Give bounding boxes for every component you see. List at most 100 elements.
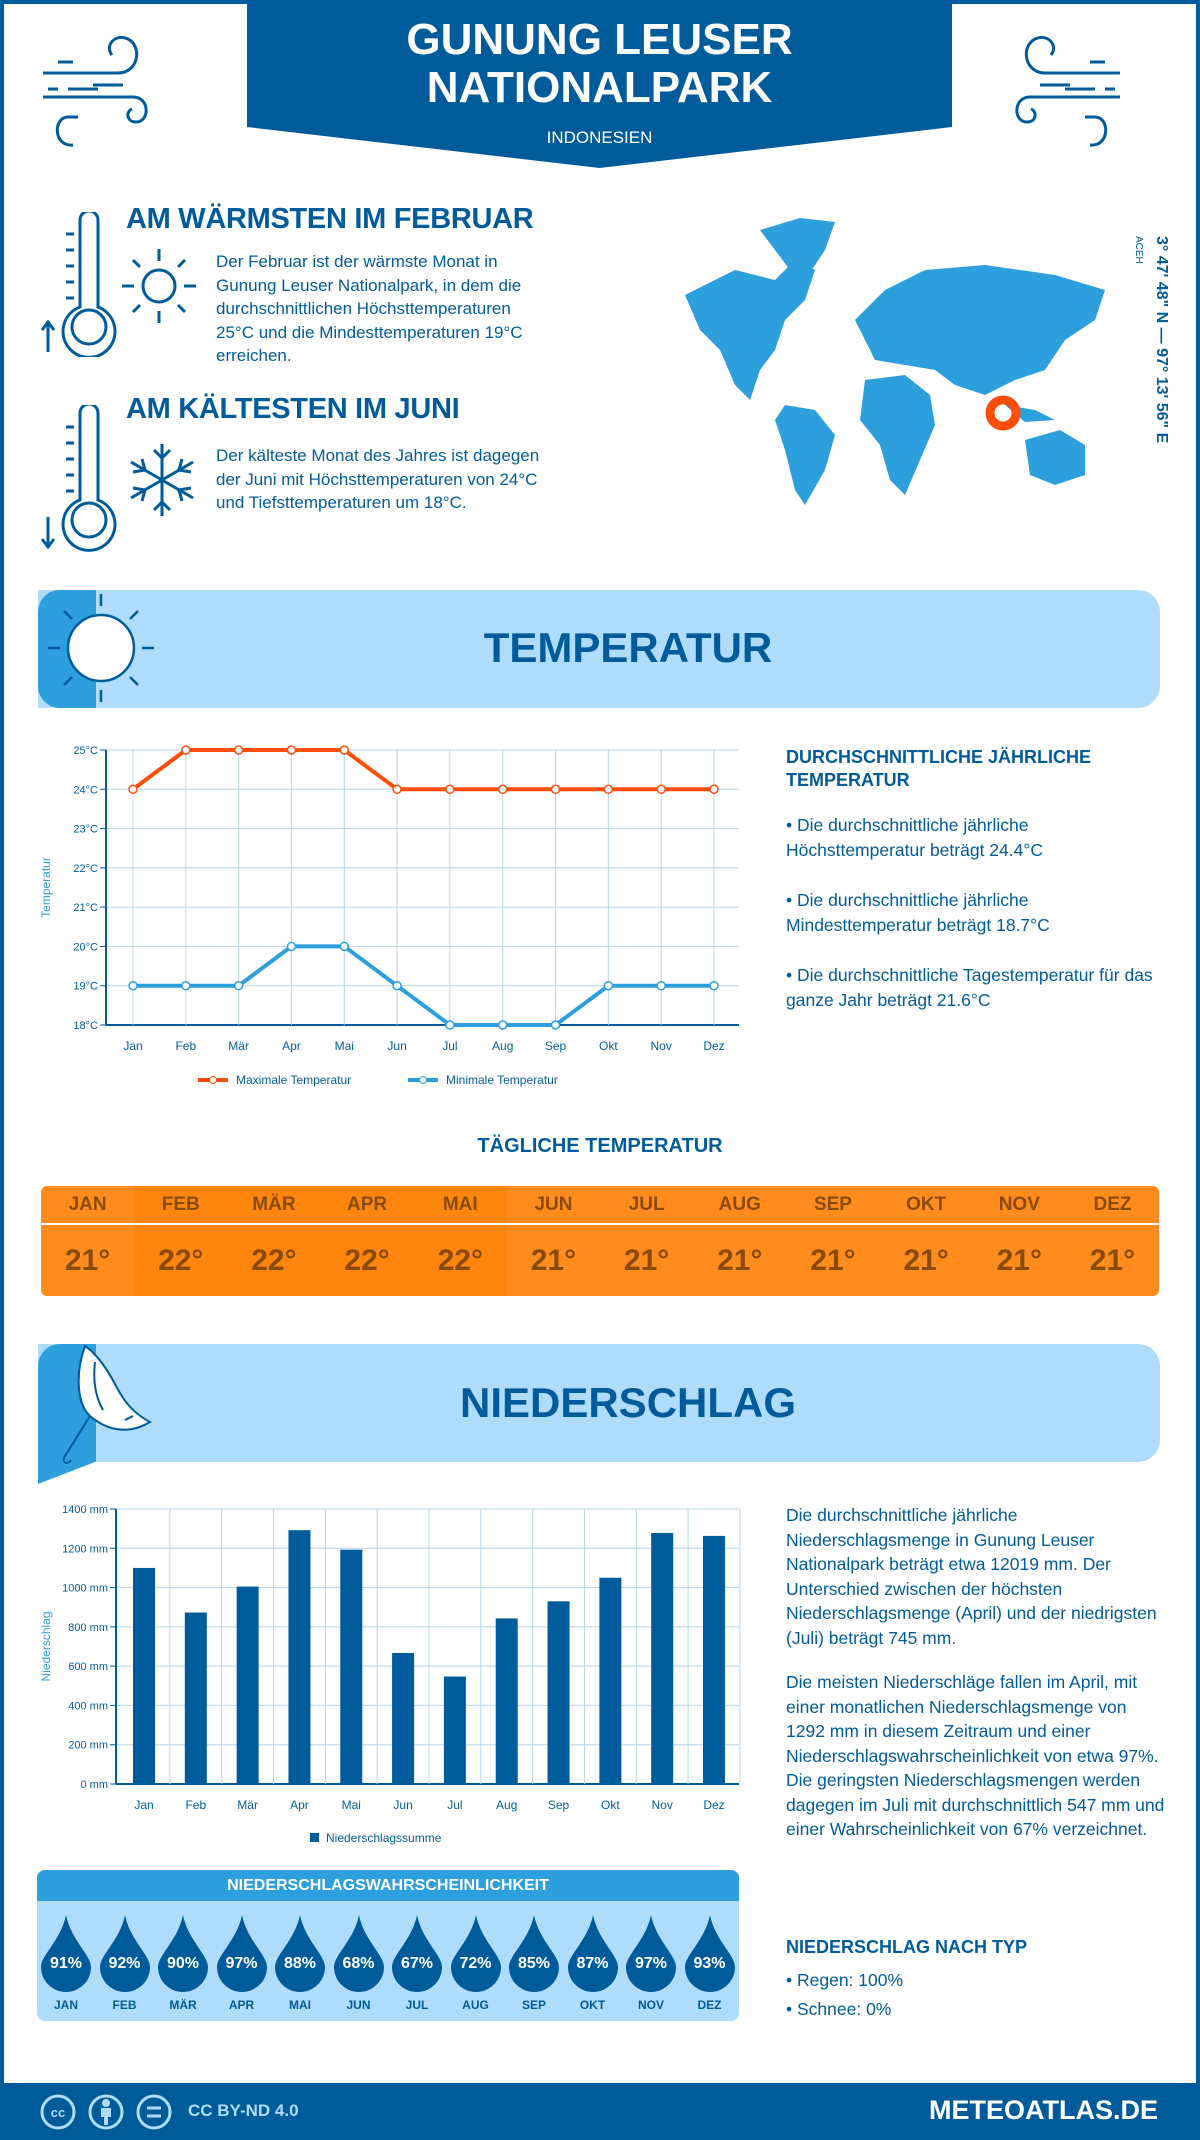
bar (236, 1586, 259, 1784)
wind-icon (43, 36, 148, 147)
daily-month-label: DEZ (1065, 1186, 1159, 1225)
raindrop-icon (41, 1915, 91, 1992)
daily-temp-value: 21° (623, 1243, 670, 1277)
page-title-line2: NATIONALPARK (426, 63, 773, 112)
temperature-bullet: • Die durchschnittliche jährliche Mindes… (786, 890, 1050, 935)
raindrop-icon (99, 1915, 150, 1992)
x-tick-label: Apr (290, 1798, 309, 1812)
x-tick-label: Okt (599, 1039, 618, 1053)
probability-month: MAI (289, 1998, 311, 2012)
coldest-text: Der kälteste Monat des Jahres ist dagege… (216, 444, 539, 515)
probability-drop: 91% JAN (39, 1915, 93, 2021)
temperature-title: TEMPERATUR (483, 624, 773, 671)
x-tick-label: Mai (335, 1039, 354, 1053)
daily-temp-column: APR 22° (320, 1186, 414, 1296)
text-line: durchschnittlichen Höchsttemperaturen (216, 299, 511, 319)
probability-value: 72% (459, 1955, 492, 1972)
x-tick-label: Apr (282, 1039, 301, 1053)
text-line: der Juni mit Höchsttemperaturen von 24°C (216, 469, 538, 489)
precip-type-rain: • Regen: 100% (786, 1970, 904, 1990)
temperature-bullet: • Die durchschnittliche Tagestemperatur … (786, 965, 1153, 1010)
south-america-shape (775, 405, 835, 505)
daily-temp-value: 22° (251, 1243, 297, 1277)
y-axis-label: Niederschlag (39, 1611, 53, 1681)
daily-temp-column: AUG 21° (693, 1186, 787, 1296)
x-tick-label: Nov (651, 1039, 672, 1053)
text-line: erreichen. (216, 346, 292, 366)
north-america-shape (685, 260, 815, 400)
probability-month: JUN (346, 1998, 371, 2012)
x-tick-label: Jul (447, 1798, 462, 1812)
x-tick-label: Dez (703, 1039, 724, 1053)
y-tick-label: 21°C (73, 902, 98, 914)
license-icons: cc (40, 2094, 172, 2130)
data-point (603, 980, 614, 991)
probability-drop: 67% JUL (390, 1915, 444, 2021)
daily-month-label: AUG (693, 1186, 787, 1225)
x-tick-label: Sep (548, 1798, 570, 1812)
data-point (181, 745, 191, 755)
legend-label: Minimale Temperatur (446, 1073, 558, 1087)
legend-swatch (310, 1833, 319, 1842)
y-tick-label: 1200 mm (62, 1543, 108, 1555)
probability-value: 85% (517, 1955, 551, 1972)
x-tick-label: Aug (492, 1039, 513, 1053)
probability-month: JAN (53, 1998, 78, 2012)
bar (495, 1618, 518, 1784)
daily-temperature-title: TÄGLICHE TEMPERATUR (477, 1135, 723, 1157)
probability-drop: 85% SEP (507, 1915, 561, 2021)
daily-temp-column: JAN 21° (41, 1186, 135, 1296)
probability-value: 91% (49, 1955, 83, 1972)
license-label[interactable]: CC BY-ND 4.0 (188, 2101, 299, 2120)
daily-temp-column: MAI 22° (413, 1186, 507, 1296)
x-tick-label: Feb (175, 1039, 196, 1053)
daily-temp-value: 21° (64, 1243, 111, 1277)
raindrop-icon (509, 1915, 559, 1992)
warmest-heading: AM WÄRMSTEN IM FEBRUAR (126, 203, 534, 235)
daily-temp-column: JUL 21° (600, 1186, 694, 1296)
data-point (392, 784, 402, 795)
probability-value: 90% (166, 1955, 200, 1972)
data-point (339, 941, 350, 952)
temperature-chart: 18°C 19°C 20°C 21°C 22°C 23°C 24°C 25°C Jan Feb Mä… (39, 745, 739, 1087)
site-link[interactable]: METEOATLAS.DE (929, 2095, 1158, 2125)
probability-month: DEZ (697, 1998, 722, 2012)
daily-temp-column: DEZ 21° (1065, 1186, 1159, 1296)
probability-title: NIEDERSCHLAGSWAHRSCHEINLICHKEIT (37, 1870, 739, 1901)
probability-month: JUL (405, 1998, 429, 2012)
probability-month: NOV (637, 1998, 664, 2012)
data-point (128, 784, 138, 795)
probability-drop: 93% DEZ (683, 1915, 737, 2021)
raindrop-icon (158, 1915, 208, 1992)
data-point (656, 784, 666, 795)
bar (392, 1652, 415, 1784)
data-point (233, 745, 244, 755)
attribution-icon (88, 2094, 124, 2130)
probability-value: 93% (693, 1955, 726, 1972)
bar (599, 1577, 622, 1784)
bar (184, 1612, 207, 1784)
precipitation-paragraph-2: Die meisten Niederschläge fallen im Apri… (786, 1672, 1165, 1839)
coordinates-label: 3° 47' 48" N — 97° 13' 56" E (1153, 236, 1170, 444)
eurasia-shape (855, 265, 1105, 395)
data-point (497, 1020, 508, 1030)
probability-drop: 87% OKT (566, 1915, 620, 2021)
world-map (685, 218, 1105, 505)
daily-temp-column: FEB 22° (134, 1186, 228, 1296)
data-point (128, 980, 138, 991)
bar (340, 1549, 363, 1784)
daily-month-label: NOV (972, 1186, 1066, 1225)
africa-shape (860, 375, 935, 495)
probability-value: 97% (225, 1955, 258, 1972)
probability-value: 88% (283, 1955, 317, 1972)
probability-drop: 97% NOV (624, 1915, 678, 2021)
daily-temp-value: 22° (158, 1243, 204, 1277)
daily-temp-value: 21° (810, 1243, 856, 1277)
daily-month-label: FEB (134, 1186, 228, 1225)
sun-icon (122, 249, 196, 323)
precipitation-paragraph-1: Die durchschnittliche jährliche Niedersc… (786, 1505, 1157, 1648)
raindrop-icon (684, 1915, 735, 1992)
raindrop-icon (567, 1915, 618, 1992)
daily-temp-value: 21° (530, 1243, 577, 1277)
probability-month: OKT (579, 1998, 606, 2012)
